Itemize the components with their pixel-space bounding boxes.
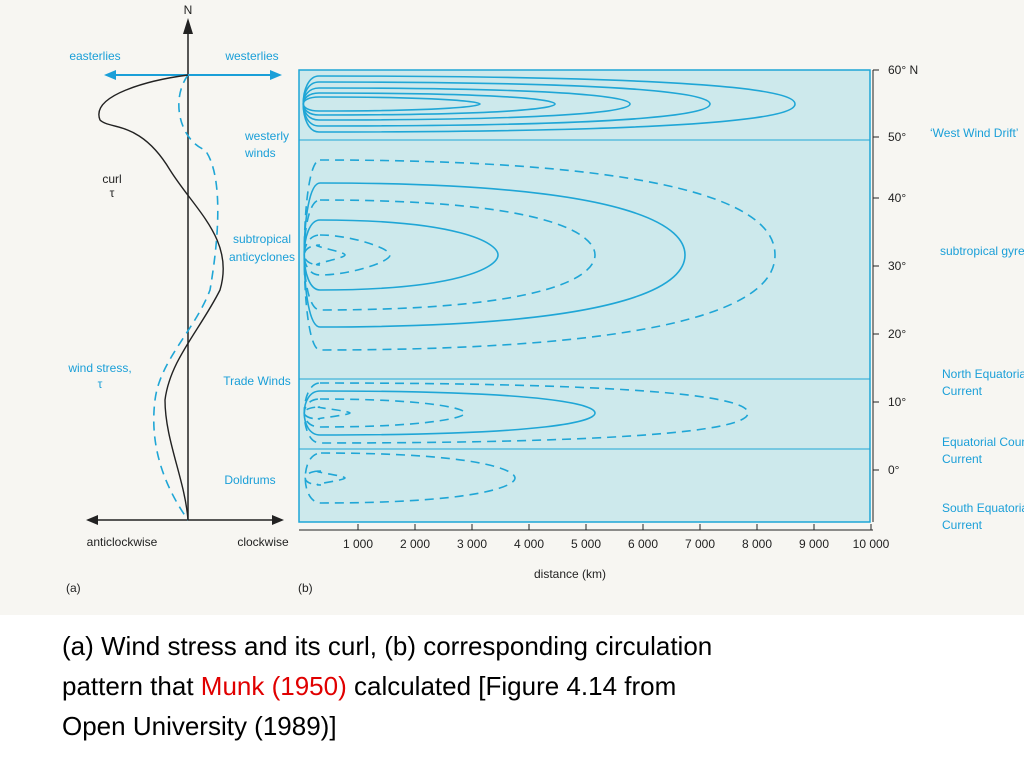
label: westerly bbox=[244, 129, 289, 143]
panel-label: (b) bbox=[298, 581, 313, 595]
label: Trade Winds bbox=[223, 374, 291, 388]
caption-text: pattern that bbox=[62, 671, 194, 701]
streamline bbox=[303, 234, 391, 276]
label: Doldrums bbox=[224, 473, 275, 487]
axis-label: distance (km) bbox=[534, 567, 606, 581]
curl-curve bbox=[98, 74, 224, 521]
label: winds bbox=[244, 146, 276, 160]
caption-highlight: Munk (1950) bbox=[201, 671, 347, 701]
latitude-label: 40° bbox=[888, 191, 906, 205]
current-label: Equatorial Counter bbox=[942, 435, 1024, 449]
distance-label: 7 000 bbox=[685, 537, 715, 551]
current-label: North Equatorial bbox=[942, 367, 1024, 381]
label: τ bbox=[98, 377, 103, 391]
distance-label: 2 000 bbox=[400, 537, 430, 551]
latitude-label: 10° bbox=[888, 395, 906, 409]
distance-label: 6 000 bbox=[628, 537, 658, 551]
label: anticyclones bbox=[229, 250, 295, 264]
streamline bbox=[302, 81, 711, 127]
streamline bbox=[303, 406, 351, 420]
current-label: Current bbox=[942, 384, 983, 398]
caption-text: calculated [Figure 4.14 from bbox=[354, 671, 676, 701]
distance-label: 1 000 bbox=[343, 537, 373, 551]
latitude-label: 30° bbox=[888, 259, 906, 273]
current-label: Current bbox=[942, 452, 983, 466]
streamline bbox=[302, 92, 556, 116]
distance-label: 10 000 bbox=[853, 537, 890, 551]
streamline bbox=[303, 159, 776, 351]
arrow bbox=[183, 18, 193, 34]
distance-label: 8 000 bbox=[742, 537, 772, 551]
label: anticlockwise bbox=[87, 535, 158, 549]
label: easterlies bbox=[69, 49, 120, 63]
distance-label: 9 000 bbox=[799, 537, 829, 551]
streamline bbox=[303, 390, 596, 436]
wind-stress-curve bbox=[152, 74, 219, 521]
streamline bbox=[303, 182, 686, 328]
panel-label: (a) bbox=[66, 581, 81, 595]
label: wind stress, bbox=[67, 361, 131, 375]
label: N bbox=[184, 3, 193, 17]
latitude-label: 0° bbox=[888, 463, 900, 477]
latitude-label: 60° N bbox=[888, 63, 918, 77]
distance-label: 4 000 bbox=[514, 537, 544, 551]
latitude-label: 20° bbox=[888, 327, 906, 341]
caption: Open University (1989)] bbox=[62, 711, 337, 741]
caption: (a) Wind stress and its curl, (b) corres… bbox=[62, 631, 712, 661]
streamline bbox=[304, 452, 516, 504]
latitude-label: 50° bbox=[888, 130, 906, 144]
distance-label: 5 000 bbox=[571, 537, 601, 551]
streamline bbox=[303, 219, 499, 291]
label: τ bbox=[110, 186, 115, 200]
ocean-basin bbox=[298, 69, 871, 523]
streamline bbox=[302, 96, 481, 112]
label: clockwise bbox=[237, 535, 289, 549]
current-label: ‘West Wind Drift’ bbox=[930, 126, 1018, 140]
distance-label: 3 000 bbox=[457, 537, 487, 551]
label: curl bbox=[102, 172, 121, 186]
label: westerlies bbox=[224, 49, 278, 63]
streamline bbox=[303, 244, 346, 266]
caption: pattern that Munk (1950) calculated [Fig… bbox=[62, 671, 676, 701]
streamline bbox=[303, 199, 596, 311]
streamline bbox=[303, 382, 749, 444]
streamline bbox=[302, 87, 631, 121]
current-label: subtropical gyre bbox=[940, 244, 1024, 258]
current-label: South Equatorial bbox=[942, 501, 1024, 515]
streamline bbox=[302, 75, 796, 133]
panel-a: easterlies westerlies N curl τ westerly … bbox=[66, 3, 295, 595]
panel-b: distance (km) (b) 60° N 50° 40° 30° 20° 10° 0°… bbox=[298, 63, 1024, 595]
streamline bbox=[304, 470, 346, 486]
label: subtropical bbox=[233, 232, 291, 246]
current-label: Current bbox=[942, 518, 983, 532]
